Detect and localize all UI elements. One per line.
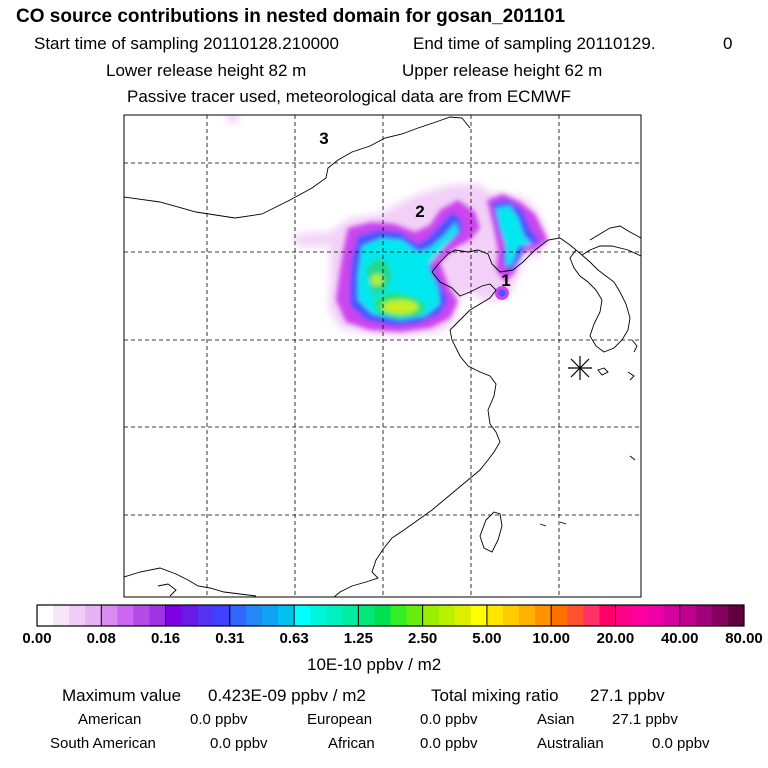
colorbar-cell (69, 605, 86, 626)
coastlines (124, 116, 641, 597)
colorbar-cell (663, 605, 681, 626)
colorbar-cell (342, 605, 359, 626)
colorbar-cell (615, 605, 632, 626)
colorbar-cell (358, 605, 375, 626)
region-african-value: 0.0 ppbv (420, 735, 478, 752)
map-frame (123, 114, 642, 598)
colorbar-cell (53, 605, 70, 626)
total-mixing-value: 27.1 ppbv (590, 686, 665, 705)
region-australian-name: Australian (537, 735, 604, 752)
total-mixing-label: Total mixing ratio (431, 686, 559, 705)
colorbar-cell (519, 605, 536, 626)
colorbar (36, 604, 745, 627)
colorbar-cell (711, 605, 729, 626)
lower-release-height: Lower release height 82 m (106, 61, 307, 80)
start-time: Start time of sampling 20110128.210000 (34, 34, 339, 53)
colorbar-cell (245, 605, 263, 626)
colorbar-cell (117, 605, 134, 626)
region-american-value: 0.0 ppbv (190, 711, 248, 728)
colorbar-cell (37, 605, 54, 626)
colorbar-cell (631, 605, 648, 626)
max-value-label: Maximum value (62, 686, 182, 705)
colorbar-tick-label: 20.00 (596, 630, 635, 647)
tracer-note: Passive tracer used, meteorological data… (127, 87, 572, 106)
end-time-suffix: 0 (723, 34, 733, 53)
colorbar-cell (229, 605, 247, 626)
plot-title: CO source contributions in nested domain… (16, 6, 566, 27)
colorbar-units: 10E-10 ppbv / m2 (307, 655, 442, 674)
region-european-value: 0.0 ppbv (420, 711, 478, 728)
colorbar-cell (551, 605, 568, 626)
region-american-name: American (78, 711, 142, 728)
colorbar-cell (149, 605, 166, 626)
colorbar-cell (390, 605, 407, 626)
max-value: 0.423E-09 ppbv / m2 (208, 686, 366, 705)
colorbar-tick-label: 0.00 (22, 630, 52, 647)
colorbar-tick-label: 0.63 (279, 630, 309, 647)
region-asian-name: Asian (537, 711, 575, 728)
colorbar-cell (647, 605, 665, 626)
colorbar-cell (197, 605, 215, 626)
end-time: End time of sampling 20110129. (413, 34, 656, 53)
region-asian-value: 27.1 ppbv (612, 711, 678, 728)
region-south-american-name: South American (50, 735, 156, 752)
colorbar-tick-label: 0.31 (215, 630, 245, 647)
colorbar-cell (278, 605, 295, 626)
colorbar-cell (486, 605, 504, 626)
region-european-name: European (307, 711, 373, 728)
colorbar-cell (438, 605, 456, 626)
source-label-1: 1 (501, 271, 510, 290)
colorbar-cell (535, 605, 552, 626)
colorbar-cell (85, 605, 102, 626)
colorbar-cell (454, 605, 472, 626)
upper-release-height: Upper release height 62 m (402, 61, 603, 80)
colorbar-tick-label: 2.50 (408, 630, 438, 647)
colorbar-tick-label: 0.08 (86, 630, 116, 647)
colorbar-cell (406, 605, 424, 626)
colorbar-cell (101, 605, 118, 626)
colorbar-cell (679, 605, 697, 626)
colorbar-cell (695, 605, 713, 626)
colorbar-cell (326, 605, 343, 626)
colorbar-tick-label: 1.25 (343, 630, 373, 647)
receptor-star-icon (568, 356, 592, 380)
colorbar-cell (294, 605, 311, 626)
map-panel: 1 2 3 (123, 114, 642, 598)
concentration-field (227, 115, 548, 336)
colorbar-tick-label: 40.00 (660, 630, 699, 647)
colorbar-cell (422, 605, 440, 626)
colorbar-cell (567, 605, 584, 626)
colorbar-cell (727, 605, 745, 626)
source-label-3: 3 (319, 129, 328, 148)
colorbar-tick-label: 0.16 (150, 630, 181, 647)
colorbar-cell (599, 605, 616, 626)
region-australian-value: 0.0 ppbv (652, 735, 710, 752)
colorbar-cell (213, 605, 231, 626)
colorbar-tick-label: 10.00 (532, 630, 570, 647)
region-african-name: African (328, 735, 375, 752)
colorbar-cell (310, 605, 327, 626)
region-south-american-value: 0.0 ppbv (210, 735, 268, 752)
colorbar-tick-label: 5.00 (472, 630, 502, 647)
colorbar-cell (261, 605, 279, 626)
colorbar-cell (583, 605, 600, 626)
colorbar-cell (374, 605, 391, 626)
colorbar-cell (470, 605, 488, 626)
colorbar-cell (181, 605, 199, 626)
colorbar-cell (133, 605, 150, 626)
lat-lon-grid (124, 115, 641, 597)
colorbar-cell (502, 605, 520, 626)
source-label-2: 2 (415, 202, 424, 221)
colorbar-cell (165, 605, 183, 626)
colorbar-tick-label: 80.00 (725, 630, 763, 647)
